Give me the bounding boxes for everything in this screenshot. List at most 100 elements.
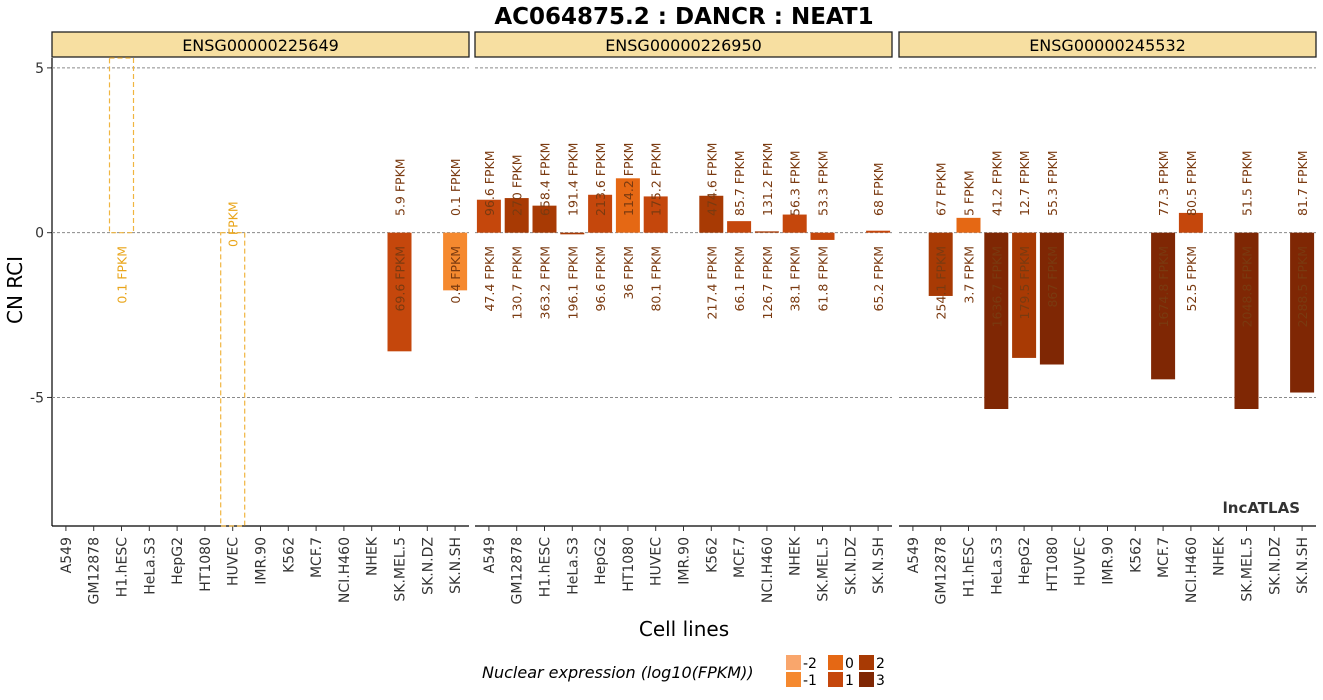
facet-strip xyxy=(51,31,470,58)
watermark: lncATLAS xyxy=(1223,499,1300,517)
bar xyxy=(532,205,557,233)
bar-bottom-label: 2048.8 FPKM xyxy=(1240,246,1255,327)
legend-swatch xyxy=(828,672,843,687)
bar-top-label: 131.2 FPKM xyxy=(760,143,775,216)
bar-top-label: 77.3 FPKM xyxy=(1156,150,1171,216)
bar-top-label: 270 FPKM xyxy=(510,154,525,216)
x-tick-label: GM12878 xyxy=(87,537,103,604)
x-tick-label: HepG2 xyxy=(1017,537,1033,585)
bar xyxy=(588,194,613,233)
legend-swatch xyxy=(859,672,874,687)
panel-ENSG00000245532: ENSG00000245532 A549 GM12878 H1.hESC HeLa.S3… xyxy=(898,31,1317,604)
bar xyxy=(1012,232,1037,358)
bar xyxy=(1178,212,1203,233)
x-tick-label: NCI.H460 xyxy=(1184,537,1200,603)
bar-bottom-label: 1636.7 FPKM xyxy=(989,246,1004,327)
x-tick-label: NCI.H460 xyxy=(760,537,776,603)
x-tick-label: HT1080 xyxy=(198,537,214,592)
bar-top-label: 81.7 FPKM xyxy=(1295,150,1310,216)
x-tick-label: A549 xyxy=(482,537,498,573)
bar xyxy=(387,232,412,352)
bar xyxy=(956,217,981,233)
x-tick-label: K562 xyxy=(704,537,720,573)
x-tick-label: MCF.7 xyxy=(732,537,748,578)
x-tick-label: MCF.7 xyxy=(309,537,325,578)
bar-top-label: 67 FPKM xyxy=(934,162,949,216)
facet-strip xyxy=(898,31,1317,58)
facet-strip-label: ENSG00000226950 xyxy=(605,36,762,55)
bar-top-label: 56.3 FPKM xyxy=(788,150,803,216)
bar-bottom-label: 0.1 FPKM xyxy=(115,246,130,304)
bar-top-label: 0 FPKM xyxy=(226,201,241,247)
bar-top-label: 474.6 FPKM xyxy=(704,143,719,216)
x-tick-label: NHEK xyxy=(365,536,381,576)
bar xyxy=(1234,232,1259,409)
bar-bottom-label: 126.7 FPKM xyxy=(760,246,775,319)
bar-top-label: 85.7 FPKM xyxy=(732,150,747,216)
bar-top-label: 5 FPKM xyxy=(962,170,977,216)
legend: -2-1 01 23 xyxy=(786,655,885,689)
panel-ENSG00000226950: ENSG00000226950 A549 GM12878 H1.hESC HeLa.S3… xyxy=(474,31,893,604)
x-tick-label: HepG2 xyxy=(593,537,609,585)
bar-bottom-label: 130.7 FPKM xyxy=(510,246,525,319)
facet-strip-label: ENSG00000225649 xyxy=(182,36,339,55)
bar-bottom-label: 0.4 FPKM xyxy=(448,246,463,304)
plot-area: 5 0 ‐5 ENSG00000225649 A549 GM12878 H1.hESC HeL… xyxy=(30,31,1317,604)
x-tick-label: A549 xyxy=(59,537,75,573)
x-tick-label: IMR.90 xyxy=(1101,537,1117,585)
bar-top-label: 55.3 FPKM xyxy=(1045,150,1060,216)
x-tick-label: A549 xyxy=(906,537,922,573)
panel-ENSG00000225649: ENSG00000225649 A549 GM12878 H1.hESC HeLa.S3… xyxy=(51,31,470,604)
x-tick-label: SK.MEL.5 xyxy=(393,537,409,602)
bar xyxy=(1151,232,1176,380)
x-tick-label: K562 xyxy=(281,537,297,573)
x-tick-label: NCI.H460 xyxy=(337,537,353,603)
bar xyxy=(782,214,807,233)
bar-top-label: 96.6 FPKM xyxy=(482,150,497,216)
bar-top-label: 213.6 FPKM xyxy=(593,143,608,216)
bar-bottom-label: 2288.5 FPKM xyxy=(1295,246,1310,327)
x-tick-label: SK.N.DZ xyxy=(843,537,859,595)
x-axis-label: Cell lines xyxy=(639,617,729,641)
x-tick-label: GM12878 xyxy=(934,537,950,604)
facet-strip xyxy=(474,31,893,58)
x-tick-label: SK.N.SH xyxy=(448,537,464,594)
bar-top-label: 5.9 FPKM xyxy=(393,158,408,216)
bar-top-label: 0.1 FPKM xyxy=(448,158,463,216)
x-tick-label: IMR.90 xyxy=(677,537,693,585)
bar-top-label: 51.5 FPKM xyxy=(1240,150,1255,216)
x-tick-label: SK.N.DZ xyxy=(420,537,436,595)
y-tick-label: ‐5 xyxy=(30,390,44,406)
bar xyxy=(1039,232,1064,365)
legend-label: 2 xyxy=(876,656,885,672)
x-tick-label: GM12878 xyxy=(510,537,526,604)
x-tick-label: SK.N.DZ xyxy=(1267,537,1283,595)
legend-label: -1 xyxy=(803,673,817,689)
bar xyxy=(643,196,668,233)
bar xyxy=(108,57,135,234)
bar-bottom-label: 254.1 FPKM xyxy=(934,246,949,319)
x-tick-label: SK.MEL.5 xyxy=(1240,537,1256,602)
x-tick-label: SK.N.SH xyxy=(1295,537,1311,594)
bar-top-label: 12.7 FPKM xyxy=(1017,150,1032,216)
bar-bottom-label: 47.4 FPKM xyxy=(482,246,497,312)
bar-bottom-label: 96.6 FPKM xyxy=(593,246,608,312)
chart-title: AC064875.2 : DANCR : NEAT1 xyxy=(494,4,873,30)
legend-title: Nuclear expression (log10(FPKM)) xyxy=(482,663,754,682)
x-tick-label: IMR.90 xyxy=(254,537,270,585)
x-tick-label: SK.N.SH xyxy=(871,537,887,594)
x-tick-label: HT1080 xyxy=(1045,537,1061,592)
x-tick-label: H1.hESC xyxy=(538,537,554,597)
bar-top-label: 191.4 FPKM xyxy=(565,143,580,216)
y-tick-label: 5 xyxy=(35,61,44,77)
legend-swatch xyxy=(828,655,843,670)
legend-label: 1 xyxy=(845,673,854,689)
bar xyxy=(810,232,835,240)
x-tick-label: MCF.7 xyxy=(1156,537,1172,578)
bar-bottom-label: 52.5 FPKM xyxy=(1184,246,1199,312)
bar xyxy=(1290,232,1315,393)
bar xyxy=(866,230,891,233)
bar xyxy=(699,195,724,233)
